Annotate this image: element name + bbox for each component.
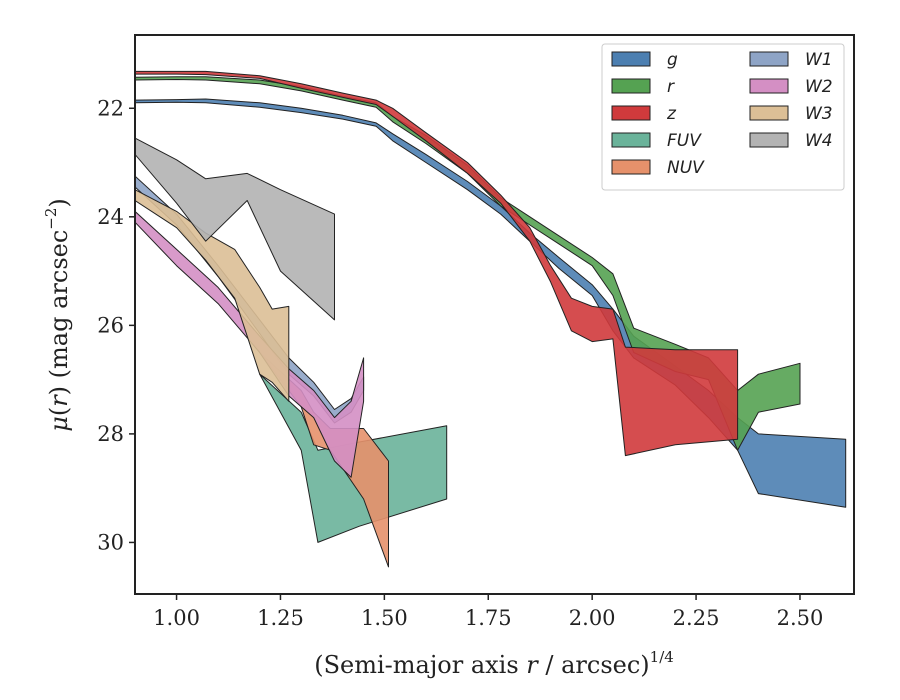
legend-label-g: g xyxy=(667,50,678,70)
legend-label-w4: W4 xyxy=(805,131,833,151)
legend-swatch-w1 xyxy=(749,51,789,67)
x-tick-label: 1.75 xyxy=(465,606,512,630)
legend-swatch-r xyxy=(611,78,651,94)
y-tick-label: 24 xyxy=(97,205,124,229)
legend-label-r: r xyxy=(667,77,675,97)
y-tick-label: 26 xyxy=(97,313,124,337)
legend-swatch-w2 xyxy=(749,78,789,94)
y-tick-label: 30 xyxy=(97,530,124,554)
y-axis-title: μ(r) (mag arcsec−2) xyxy=(42,198,73,432)
legend-swatch-w4 xyxy=(749,132,789,148)
legend-label-w1: W1 xyxy=(805,50,833,70)
band-z xyxy=(135,70,739,457)
legend-label-nuv: NUV xyxy=(667,158,705,178)
legend: grz FUV NUV W1 W2 W3 W4 xyxy=(601,43,845,191)
band-g xyxy=(135,98,847,508)
x-tick-label: 2.50 xyxy=(777,606,824,630)
y-tick-label: 28 xyxy=(97,422,124,446)
legend-swatch-z xyxy=(611,105,651,121)
legend-swatch-w3 xyxy=(749,105,789,121)
legend-label-fuv: FUV xyxy=(667,131,702,151)
y-tick-label: 22 xyxy=(97,96,124,120)
x-tick-label: 1.25 xyxy=(257,606,304,630)
legend-swatch-g xyxy=(611,51,651,67)
x-tick-label: 1.50 xyxy=(361,606,408,630)
legend-swatch-nuv xyxy=(611,159,651,175)
legend-swatch-fuv xyxy=(611,132,651,148)
plot-frame xyxy=(134,34,855,595)
legend-label-w2: W2 xyxy=(805,77,833,97)
band-w3 xyxy=(135,189,290,402)
x-tick-label: 2.25 xyxy=(673,606,720,630)
x-tick-label: 1.00 xyxy=(153,606,200,630)
legend-label-w3: W3 xyxy=(805,104,833,124)
x-axis-title: (Semi-major axis r / arcsec)1/4 xyxy=(314,648,674,679)
band-w4 xyxy=(135,137,335,321)
legend-label-z: z xyxy=(666,104,677,124)
x-tick-label: 2.00 xyxy=(569,606,616,630)
